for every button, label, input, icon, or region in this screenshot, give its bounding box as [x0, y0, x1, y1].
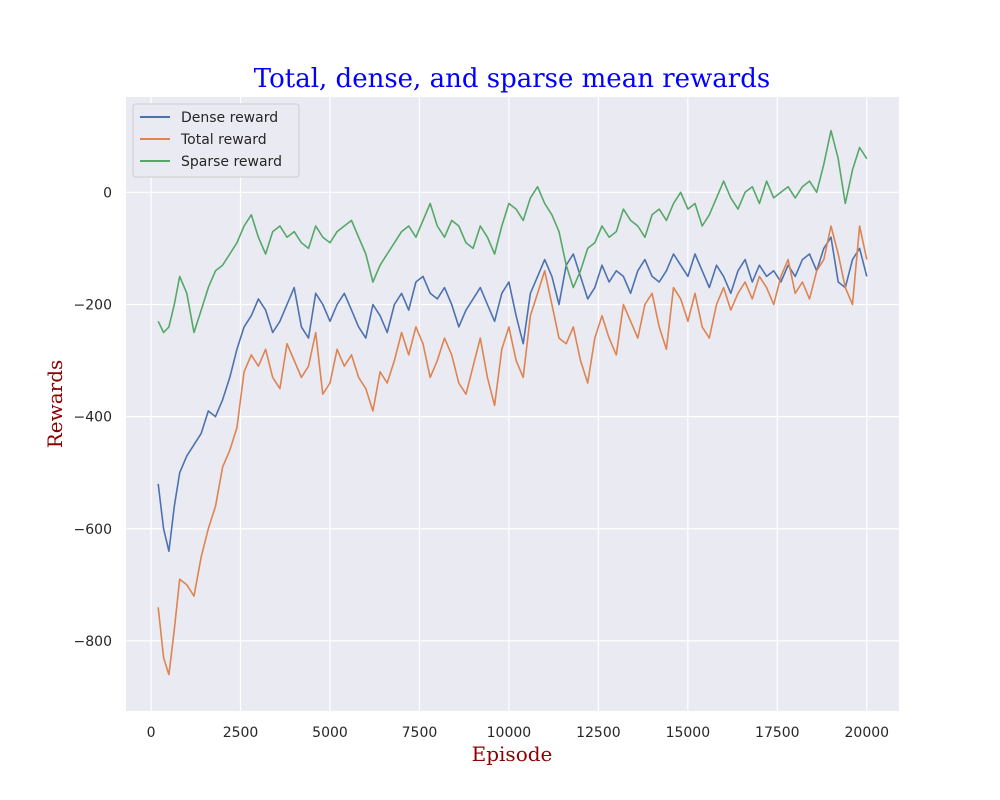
x-tick-label: 10000: [487, 725, 532, 741]
series-line-total: [157, 225, 868, 676]
y-tick-label: −200: [74, 297, 112, 313]
legend-box: [132, 103, 300, 178]
y-tick-label: −600: [74, 522, 112, 538]
series-line-dense: [157, 236, 868, 553]
x-tick-label: 12500: [576, 725, 621, 741]
y-tick-label: −800: [74, 634, 112, 650]
y-tick-label: −400: [74, 410, 112, 426]
legend: Dense reward Total reward Sparse reward: [132, 103, 300, 178]
plot-area: [126, 97, 899, 711]
x-axis-ticks: 0 2500 5000 7500 10000 12500 15000 17500 20000: [147, 725, 889, 741]
legend-label-total: Total reward: [180, 132, 267, 148]
chart-title: Total, dense, and sparse mean rewards: [254, 64, 770, 94]
y-axis-ticks: −800 −600 −400 −200 0: [74, 185, 112, 650]
x-tick-label: 7500: [402, 725, 438, 741]
x-tick-label: 20000: [845, 725, 890, 741]
x-tick-label: 15000: [666, 725, 711, 741]
y-tick-label: 0: [103, 185, 112, 201]
legend-label-sparse: Sparse reward: [181, 154, 282, 170]
grid: [126, 97, 899, 711]
x-tick-label: 17500: [755, 725, 800, 741]
x-tick-label: 2500: [223, 725, 259, 741]
x-tick-label: 5000: [312, 725, 348, 741]
series-lines: [157, 129, 868, 676]
legend-label-dense: Dense reward: [181, 110, 278, 126]
y-axis-label: Rewards: [43, 360, 67, 449]
series-line-sparse: [157, 129, 868, 334]
x-tick-label: 0: [147, 725, 156, 741]
x-axis-label: Episode: [472, 742, 553, 766]
